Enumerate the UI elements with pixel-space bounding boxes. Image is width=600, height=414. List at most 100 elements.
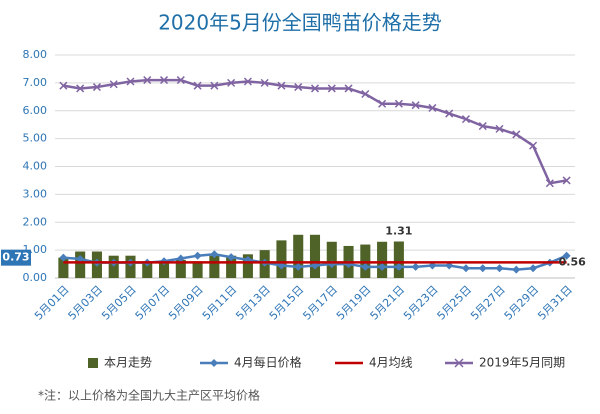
legend-label: 4月每日价格 — [234, 355, 302, 370]
x-tick-label: 5月31日 — [535, 283, 575, 323]
bar — [159, 261, 170, 278]
x-tick-label: 5月25日 — [435, 283, 475, 323]
bar — [108, 255, 119, 278]
legend-label: 2019年5月同期 — [479, 356, 565, 370]
bar — [309, 234, 321, 278]
marker — [428, 103, 437, 112]
legend-label: 4月均线 — [369, 356, 413, 370]
marker — [529, 141, 538, 150]
x-tick-label: 5月11日 — [200, 283, 240, 323]
legend-marker — [454, 358, 464, 368]
marker — [378, 99, 387, 108]
data-label: 1.31 — [385, 224, 412, 237]
marker — [512, 265, 521, 274]
marker — [294, 83, 303, 92]
bar — [293, 234, 304, 278]
marker — [76, 255, 85, 264]
x-tick-label: 5月23日 — [401, 283, 441, 323]
marker — [294, 262, 303, 271]
marker — [545, 179, 554, 188]
bar — [142, 261, 153, 278]
note: *注：以上价格为全国九大主产区平均价格 — [38, 388, 260, 403]
marker — [562, 251, 571, 260]
marker — [243, 77, 252, 86]
marker — [210, 81, 219, 90]
marker — [160, 76, 169, 85]
data-label: 0.73 — [2, 251, 29, 264]
marker — [361, 262, 370, 271]
marker — [176, 76, 185, 85]
bar — [226, 255, 237, 278]
marker — [461, 115, 470, 124]
bar — [125, 255, 136, 278]
marker — [478, 122, 487, 131]
y-tick-label: 5.00 — [23, 132, 48, 145]
marker — [562, 176, 571, 185]
y-tick-label: 3.00 — [23, 187, 48, 200]
marker — [344, 84, 353, 93]
x-tick-label: 5月27日 — [468, 283, 508, 323]
x-tick-label: 5月19日 — [334, 283, 374, 323]
marker — [378, 262, 387, 271]
marker — [310, 84, 320, 93]
marker — [109, 80, 118, 89]
bar — [209, 255, 220, 278]
bar — [242, 254, 253, 278]
marker — [193, 81, 202, 90]
marker — [495, 124, 504, 133]
data-label-box — [1, 249, 31, 266]
marker — [411, 101, 420, 110]
bar — [276, 240, 287, 278]
line — [63, 78, 567, 185]
marker — [394, 99, 403, 108]
marker — [176, 254, 185, 263]
bar — [75, 251, 86, 278]
marker — [210, 250, 219, 259]
legend-label: 本月走势 — [104, 356, 152, 370]
chart-title: 2020年5月份全国鸭苗价格走势 — [158, 11, 442, 35]
marker — [327, 84, 336, 93]
bar — [326, 241, 337, 278]
marker — [512, 130, 521, 139]
bar — [393, 241, 404, 278]
x-tick-label: 5月09日 — [166, 283, 206, 323]
marker — [260, 78, 269, 87]
data-label: 0.56 — [559, 255, 586, 268]
marker — [411, 262, 420, 271]
y-tick-label: 2.00 — [23, 215, 48, 228]
x-tick-label: 5月21日 — [368, 283, 408, 323]
marker — [277, 81, 286, 90]
bar — [377, 241, 388, 278]
bar — [192, 261, 203, 278]
marker — [227, 78, 236, 87]
marker — [495, 264, 504, 273]
legend-marker — [210, 359, 218, 367]
marker — [461, 264, 470, 273]
marker — [92, 83, 101, 92]
y-tick-label: 8.00 — [23, 48, 48, 61]
x-tick-label: 5月29日 — [502, 283, 542, 323]
marker — [193, 251, 202, 260]
x-tick-label: 5月17日 — [300, 283, 340, 323]
x-tick-label: 5月07日 — [133, 283, 173, 323]
marker — [361, 89, 370, 99]
marker — [227, 253, 236, 262]
marker — [59, 253, 68, 262]
y-tick-label: 7.00 — [23, 76, 48, 89]
marker — [529, 264, 538, 273]
x-tick-label: 5月01日 — [32, 283, 72, 323]
bar — [58, 257, 69, 278]
marker — [76, 84, 85, 93]
x-tick-label: 5月05日 — [99, 283, 139, 323]
y-tick-label: 6.00 — [23, 104, 48, 117]
marker — [126, 77, 135, 86]
x-tick-label: 5月03日 — [66, 283, 106, 323]
marker — [143, 76, 152, 85]
y-tick-label: 0.00 — [23, 271, 48, 284]
y-tick-label: 4.00 — [23, 160, 48, 173]
marker — [478, 264, 487, 273]
x-tick-label: 5月13日 — [233, 283, 273, 323]
marker — [445, 109, 454, 118]
x-tick-label: 5月15日 — [267, 283, 307, 323]
